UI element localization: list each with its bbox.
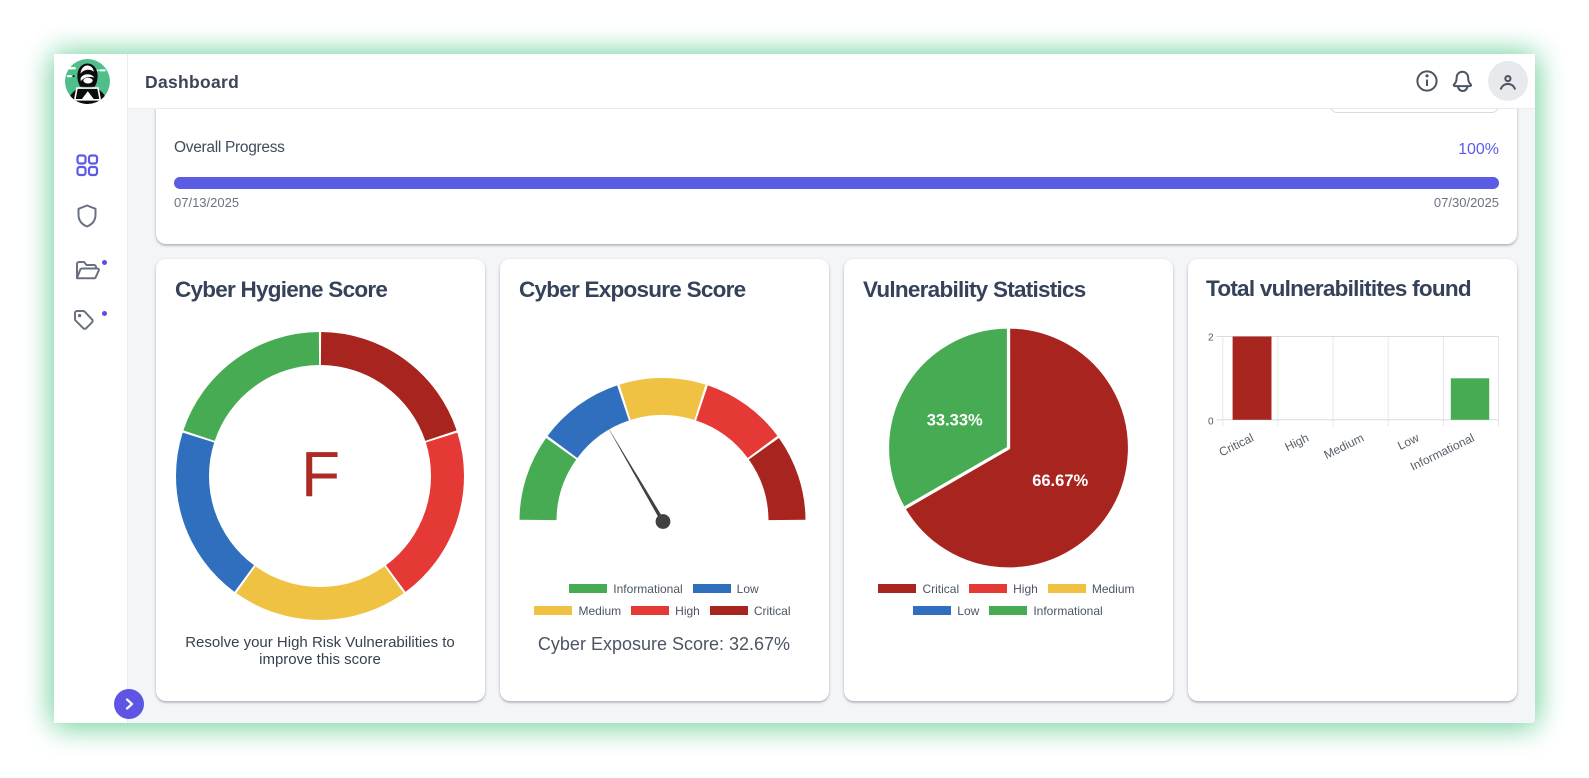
svg-text:66.67%: 66.67%: [1032, 472, 1088, 490]
svg-text:F: F: [301, 439, 340, 511]
svg-text:Medium: Medium: [1322, 431, 1367, 462]
svg-text:Low: Low: [1395, 430, 1421, 452]
svg-text:Critical: Critical: [1217, 431, 1256, 460]
svg-text:2: 2: [1208, 332, 1214, 343]
svg-text:33.33%: 33.33%: [927, 411, 983, 429]
svg-text:0: 0: [1208, 416, 1214, 427]
svg-text:High: High: [1283, 431, 1311, 454]
